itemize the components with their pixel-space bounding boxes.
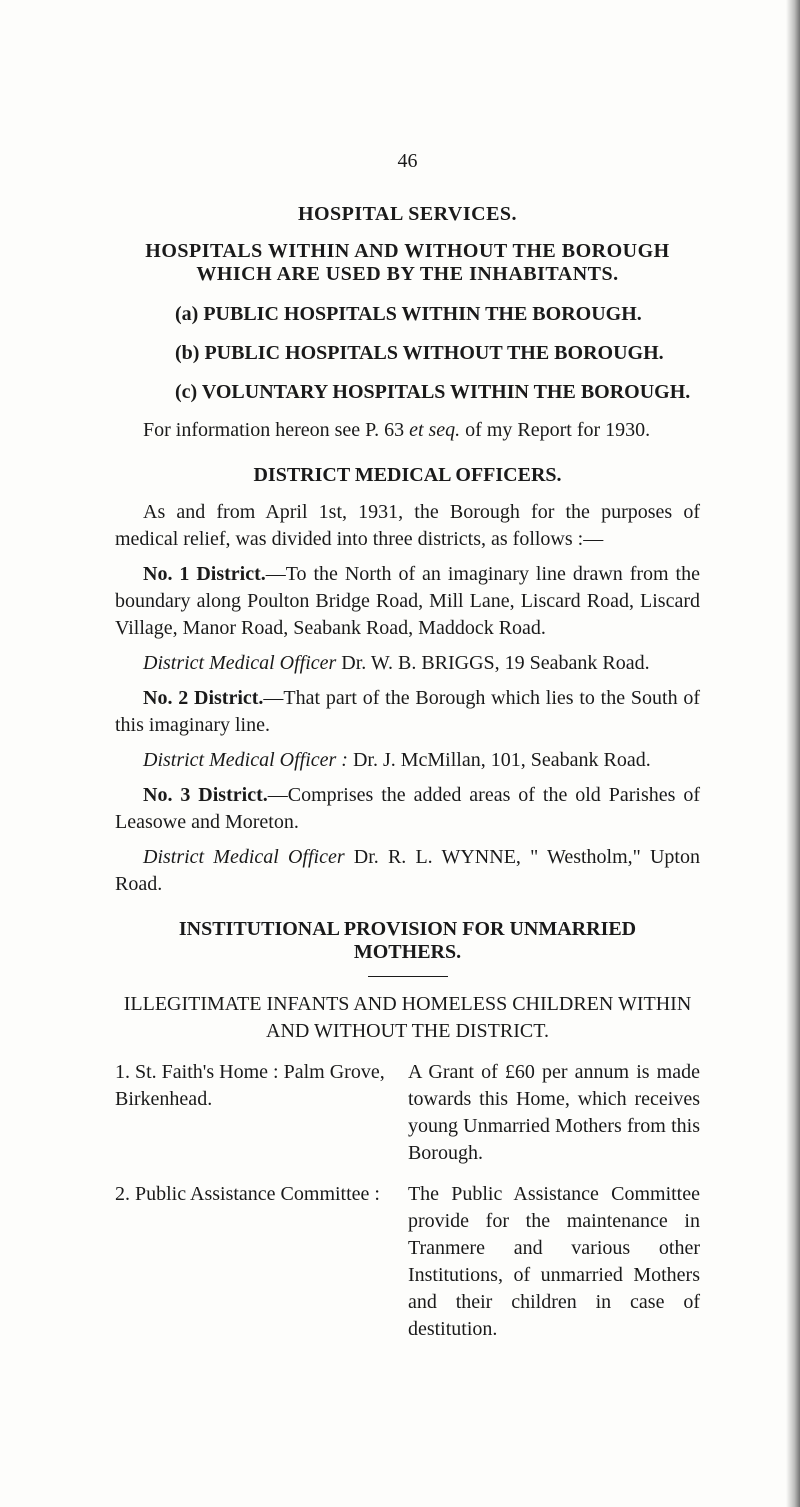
info-italic: et seq.: [409, 419, 460, 441]
district-1-officer: District Medical Officer Dr. W. B. BRIGG…: [115, 650, 700, 677]
district-3-label: No. 3 District.: [143, 784, 268, 806]
item-1-left: 1. St. Faith's Home : Palm Grove, Birken…: [115, 1059, 408, 1167]
district-3: No. 3 District.—Comprises the added area…: [115, 782, 700, 836]
caps-block: ILLEGITIMATE INFANTS AND HOMELESS CHILDR…: [115, 991, 700, 1045]
district-1-officer-text: Dr. W. B. BRIGGS, 19 Seabank Road.: [336, 652, 649, 674]
district-1-label: No. 1 District.: [143, 563, 266, 585]
district-1: No. 1 District.—To the North of an imagi…: [115, 561, 700, 642]
list-item-a: (a) PUBLIC HOSPITALS WITHIN THE BOROUGH.: [175, 300, 700, 329]
item-2-left: 2. Public Assistance Committee :: [115, 1181, 408, 1343]
page-shadow-right: [786, 0, 800, 1507]
district-officers-title: DISTRICT MEDICAL OFFICERS.: [115, 464, 700, 487]
district-1-officer-label: District Medical Officer: [143, 652, 336, 674]
district-2: No. 2 District.—That part of the Borough…: [115, 685, 700, 739]
info-suffix: of my Report for 1930.: [460, 419, 650, 441]
list-item-b: (b) PUBLIC HOSPITALS WITHOUT THE BOROUGH…: [175, 339, 700, 368]
heading-hospitals-within-without: HOSPITALS WITHIN AND WITHOUT THE BOROUGH: [115, 240, 700, 263]
list-item-2: 2. Public Assistance Committee : The Pub…: [115, 1181, 700, 1343]
district-2-officer-text: Dr. J. McMillan, 101, Seabank Road.: [348, 749, 651, 771]
institutional-title-2: MOTHERS.: [115, 941, 700, 964]
item-1-right: A Grant of £60 per annum is made towards…: [408, 1059, 700, 1167]
info-line: For information hereon see P. 63 et seq.…: [115, 417, 700, 444]
heading-hospital-services: HOSPITAL SERVICES.: [115, 203, 700, 226]
district-3-officer-label: District Medical Officer: [143, 846, 345, 868]
district-3-officer: District Medical Officer Dr. R. L. WYNNE…: [115, 844, 700, 898]
list-item-1: 1. St. Faith's Home : Palm Grove, Birken…: [115, 1059, 700, 1167]
dmo-intro: As and from April 1st, 1931, the Borough…: [115, 499, 700, 553]
district-2-label: No. 2 District.: [143, 687, 263, 709]
document-page: 46 HOSPITAL SERVICES. HOSPITALS WITHIN A…: [0, 0, 800, 1507]
info-prefix: For information hereon see P. 63: [143, 419, 409, 441]
institutional-title-1: INSTITUTIONAL PROVISION FOR UNMARRIED: [115, 918, 700, 941]
heading-which-used: WHICH ARE USED BY THE INHABITANTS.: [115, 263, 700, 286]
page-number: 46: [115, 150, 700, 173]
district-2-officer-label: District Medical Officer :: [143, 749, 348, 771]
district-2-officer: District Medical Officer : Dr. J. McMill…: [115, 747, 700, 774]
item-2-right: The Public Assistance Committee provide …: [408, 1181, 700, 1343]
list-item-c: (c) VOLUNTARY HOSPITALS WITHIN THE BOROU…: [175, 378, 700, 407]
divider-rule: [368, 976, 448, 977]
